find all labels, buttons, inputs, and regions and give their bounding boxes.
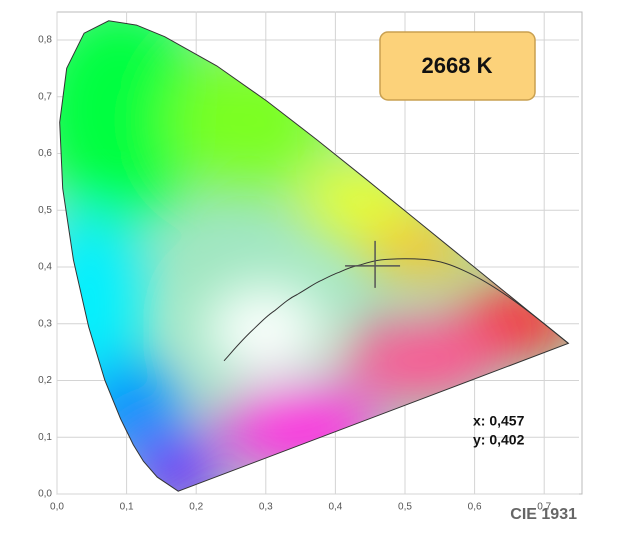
y-tick-label: 0,6 — [38, 148, 52, 159]
x-readout: x: 0,457 — [473, 413, 525, 429]
x-tick-label: 0,5 — [398, 502, 412, 513]
chart-title: CIE 1931 — [510, 506, 577, 523]
y-tick-label: 0,0 — [38, 489, 52, 500]
cct-value: 2668 K — [422, 53, 493, 78]
x-tick-label: 0,2 — [189, 502, 203, 513]
y-readout: y: 0,402 — [473, 432, 525, 448]
y-tick-label: 0,8 — [38, 35, 52, 46]
y-tick-label: 0,7 — [38, 91, 52, 102]
y-tick-label: 0,3 — [38, 318, 52, 329]
planckian-locus — [223, 258, 569, 362]
x-tick-label: 0,7 — [537, 502, 551, 513]
x-tick-label: 0,4 — [328, 502, 342, 513]
x-tick-label: 0,0 — [50, 502, 64, 513]
y-tick-label: 0,2 — [38, 375, 52, 386]
x-tick-label: 0,6 — [468, 502, 482, 513]
y-tick-label: 0,5 — [38, 205, 52, 216]
y-tick-label: 0,1 — [38, 432, 52, 443]
cct-badge — [379, 31, 536, 101]
y-tick-label: 0,4 — [38, 262, 52, 273]
spectral-locus — [59, 20, 570, 492]
x-tick-label: 0,3 — [259, 502, 273, 513]
x-tick-label: 0,1 — [120, 502, 134, 513]
